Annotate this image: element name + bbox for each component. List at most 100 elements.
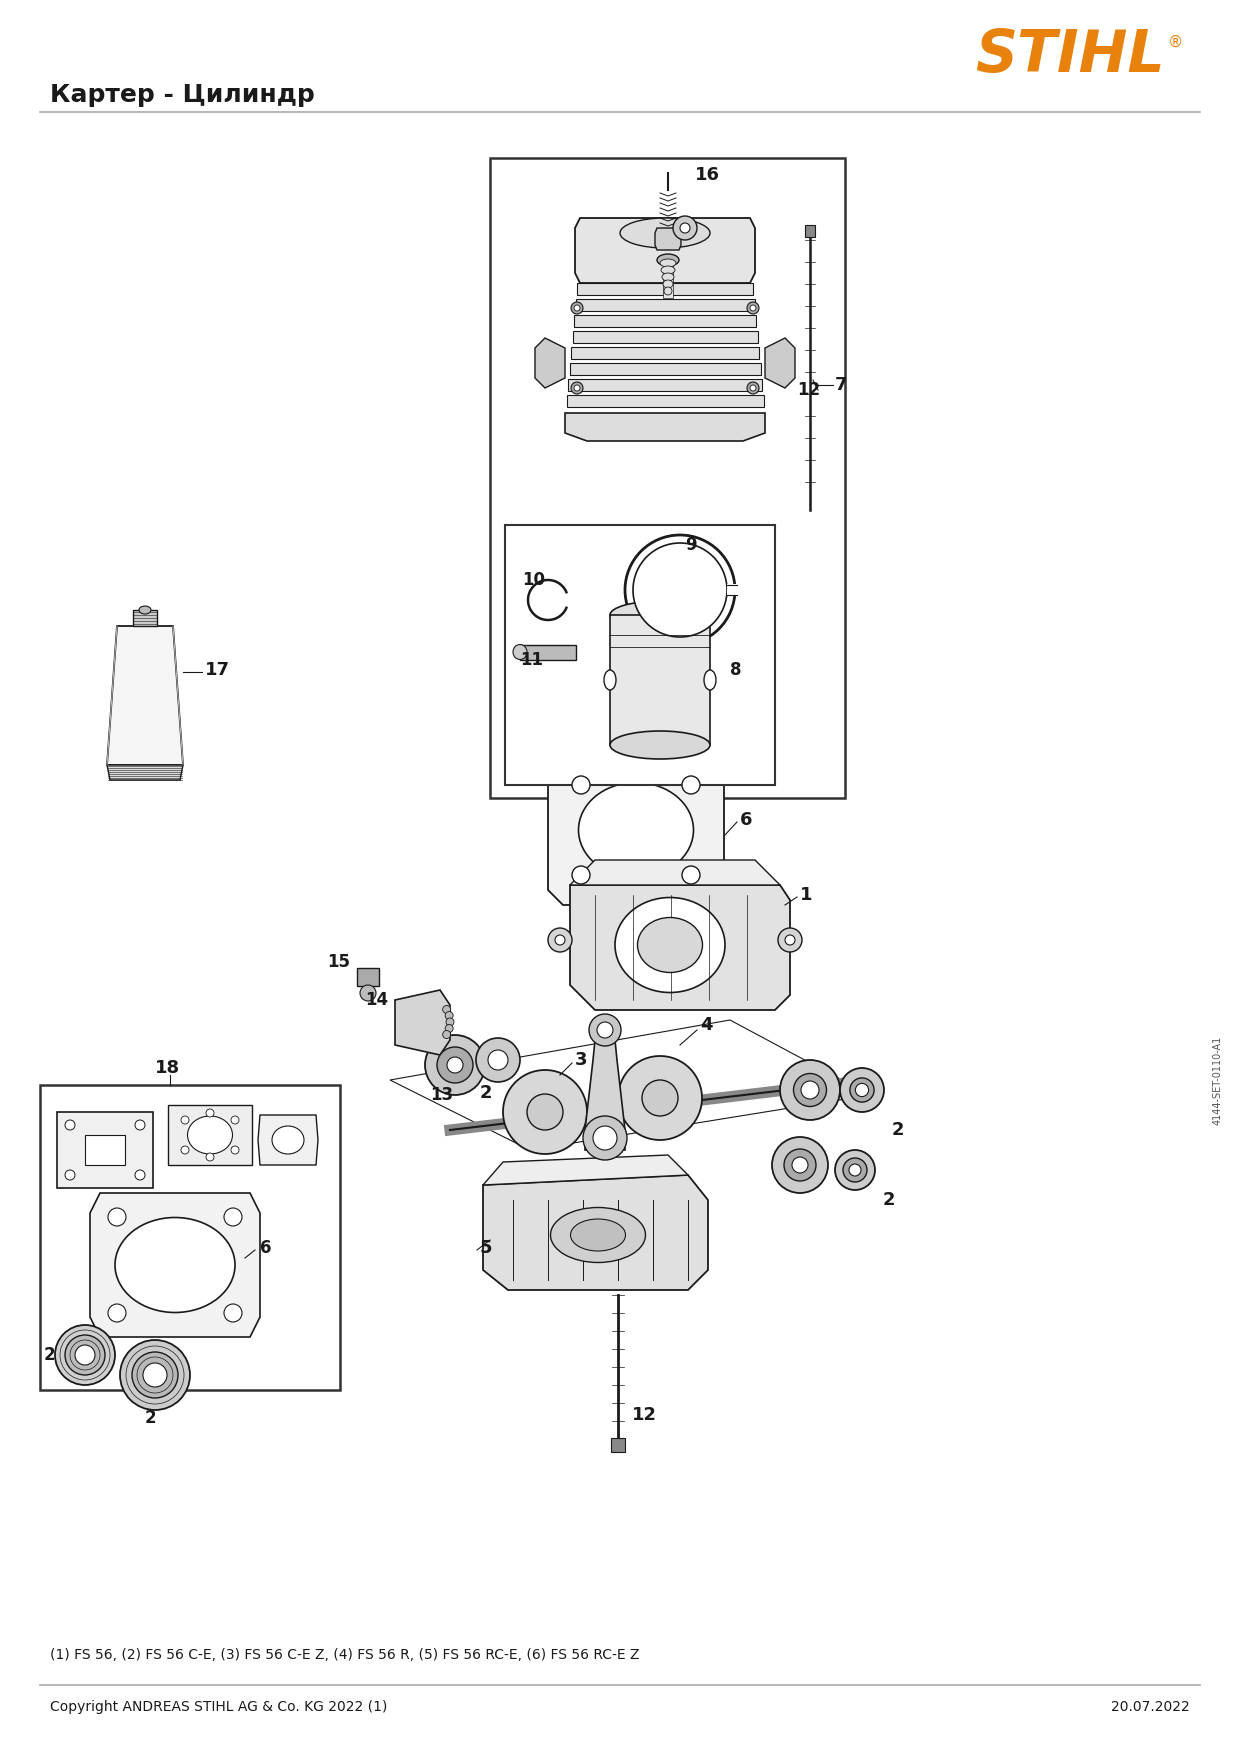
Text: 9: 9 bbox=[684, 536, 697, 554]
Circle shape bbox=[64, 1120, 74, 1131]
Circle shape bbox=[436, 1047, 472, 1083]
Polygon shape bbox=[484, 1175, 708, 1290]
Text: 12: 12 bbox=[797, 380, 820, 400]
Circle shape bbox=[120, 1339, 190, 1409]
Ellipse shape bbox=[604, 670, 616, 691]
Circle shape bbox=[425, 1034, 485, 1096]
Circle shape bbox=[750, 305, 756, 310]
Circle shape bbox=[55, 1325, 115, 1385]
Polygon shape bbox=[567, 394, 764, 407]
Polygon shape bbox=[574, 316, 756, 328]
Circle shape bbox=[131, 1352, 179, 1397]
Circle shape bbox=[784, 1148, 816, 1182]
Circle shape bbox=[548, 927, 572, 952]
Circle shape bbox=[673, 216, 697, 240]
Polygon shape bbox=[107, 764, 184, 780]
Circle shape bbox=[443, 1031, 450, 1038]
Text: 17: 17 bbox=[205, 661, 229, 678]
Circle shape bbox=[835, 1150, 875, 1190]
Text: 2: 2 bbox=[43, 1346, 55, 1364]
Circle shape bbox=[750, 386, 756, 391]
Polygon shape bbox=[258, 1115, 317, 1166]
Ellipse shape bbox=[657, 254, 680, 266]
Circle shape bbox=[572, 866, 590, 884]
Ellipse shape bbox=[139, 607, 151, 614]
Bar bbox=[40, 1085, 340, 1390]
Text: 2: 2 bbox=[883, 1190, 895, 1210]
Circle shape bbox=[680, 223, 689, 233]
Polygon shape bbox=[577, 282, 753, 295]
Polygon shape bbox=[570, 347, 759, 359]
Circle shape bbox=[181, 1146, 188, 1153]
Ellipse shape bbox=[615, 898, 725, 992]
Ellipse shape bbox=[187, 1117, 233, 1153]
Text: STIHL: STIHL bbox=[975, 26, 1166, 84]
Circle shape bbox=[556, 934, 565, 945]
Bar bbox=[86, 1134, 125, 1166]
Ellipse shape bbox=[662, 273, 675, 280]
Ellipse shape bbox=[704, 670, 715, 691]
Text: 8: 8 bbox=[730, 661, 742, 678]
Text: 16: 16 bbox=[694, 167, 720, 184]
Circle shape bbox=[589, 1013, 621, 1047]
Ellipse shape bbox=[663, 287, 672, 295]
Text: 7: 7 bbox=[835, 375, 847, 394]
Circle shape bbox=[64, 1169, 74, 1180]
Polygon shape bbox=[585, 1020, 625, 1150]
Bar bbox=[520, 645, 577, 659]
Circle shape bbox=[135, 1169, 145, 1180]
Circle shape bbox=[224, 1208, 242, 1225]
Circle shape bbox=[780, 1061, 839, 1120]
Text: 15: 15 bbox=[327, 954, 350, 971]
Circle shape bbox=[527, 1094, 563, 1131]
Polygon shape bbox=[569, 363, 760, 375]
Text: 6: 6 bbox=[740, 812, 753, 829]
Text: 6: 6 bbox=[260, 1239, 272, 1257]
Text: ®: ® bbox=[1168, 35, 1183, 49]
Polygon shape bbox=[568, 379, 763, 391]
Ellipse shape bbox=[272, 1125, 304, 1153]
Polygon shape bbox=[565, 414, 765, 442]
Circle shape bbox=[682, 777, 701, 794]
Circle shape bbox=[135, 1120, 145, 1131]
Polygon shape bbox=[548, 756, 724, 905]
Circle shape bbox=[843, 1159, 867, 1182]
Circle shape bbox=[849, 1078, 874, 1103]
Circle shape bbox=[446, 1018, 454, 1026]
Circle shape bbox=[476, 1038, 520, 1082]
Circle shape bbox=[360, 985, 376, 1001]
Bar bbox=[490, 158, 844, 798]
Circle shape bbox=[574, 305, 580, 310]
Polygon shape bbox=[765, 338, 795, 387]
Text: 5: 5 bbox=[480, 1239, 492, 1257]
Text: 2: 2 bbox=[480, 1083, 492, 1103]
Circle shape bbox=[503, 1069, 587, 1153]
Bar bbox=[663, 263, 673, 298]
Circle shape bbox=[618, 1055, 702, 1139]
Circle shape bbox=[682, 866, 701, 884]
Bar bbox=[357, 968, 379, 985]
Bar bbox=[727, 584, 739, 596]
Circle shape bbox=[849, 1164, 861, 1176]
Circle shape bbox=[632, 543, 727, 636]
Circle shape bbox=[231, 1146, 239, 1153]
Ellipse shape bbox=[579, 782, 693, 878]
Ellipse shape bbox=[570, 1218, 625, 1252]
Circle shape bbox=[746, 302, 759, 314]
Ellipse shape bbox=[660, 259, 676, 266]
Circle shape bbox=[445, 1011, 453, 1020]
Polygon shape bbox=[655, 228, 681, 251]
Circle shape bbox=[839, 1068, 884, 1111]
Circle shape bbox=[574, 386, 580, 391]
Circle shape bbox=[773, 1138, 828, 1194]
Bar bbox=[610, 615, 711, 745]
Bar bbox=[505, 524, 775, 785]
Bar bbox=[133, 610, 157, 626]
Circle shape bbox=[570, 382, 583, 394]
Circle shape bbox=[593, 1125, 618, 1150]
Text: 3: 3 bbox=[575, 1052, 588, 1069]
Polygon shape bbox=[484, 1155, 688, 1185]
Text: 1: 1 bbox=[800, 885, 812, 905]
Text: 10: 10 bbox=[522, 571, 546, 589]
Text: 11: 11 bbox=[520, 650, 543, 670]
